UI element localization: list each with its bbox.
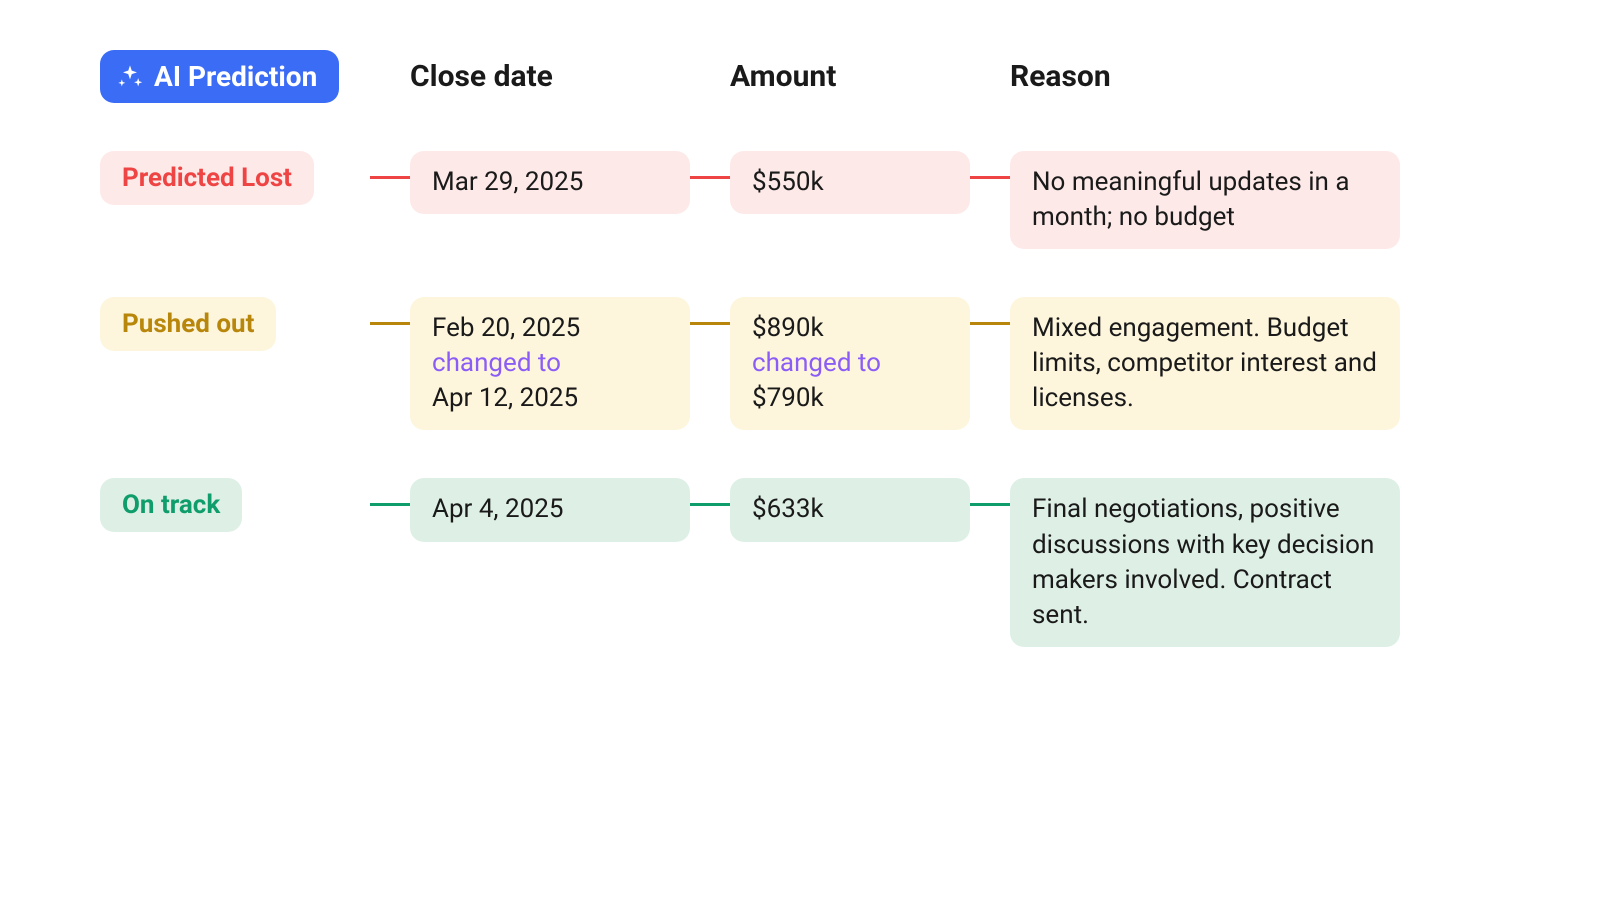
connector-line	[690, 503, 730, 506]
close-date-cell: Apr 4, 2025	[410, 478, 690, 541]
header-close-date: Close date	[410, 59, 690, 94]
sparkles-icon	[116, 63, 144, 91]
reason-cell: Mixed engagement. Budget limits, competi…	[1010, 297, 1400, 430]
header-ai-prediction: AI Prediction	[100, 50, 370, 103]
close-date-cell: Feb 20, 2025changed toApr 12, 2025	[410, 297, 690, 430]
connector-line	[690, 176, 730, 179]
amount-cell: $550k	[730, 151, 970, 214]
connector-line	[370, 176, 410, 179]
connector-line	[690, 322, 730, 325]
connector-line	[370, 503, 410, 506]
connector-line	[370, 322, 410, 325]
status-badge: Pushed out	[100, 297, 276, 351]
table-row: Predicted Lost Mar 29, 2025 $550k No meanin…	[100, 151, 1518, 249]
connector-line	[970, 503, 1010, 506]
header-reason: Reason	[1010, 59, 1400, 94]
changed-label: changed to	[432, 346, 668, 381]
status-badge: On track	[100, 478, 242, 532]
amount-cell: $633k	[730, 478, 970, 541]
header-row: AI Prediction Close date Amount Reason	[100, 50, 1518, 103]
table-row: Pushed out Feb 20, 2025changed toApr 12, …	[100, 297, 1518, 430]
amount-cell: $890kchanged to$790k	[730, 297, 970, 430]
prediction-table: AI Prediction Close date Amount Reason P…	[100, 50, 1518, 647]
close-date-cell: Mar 29, 2025	[410, 151, 690, 214]
table-row: On track Apr 4, 2025 $633k Final negotiatio…	[100, 478, 1518, 646]
reason-cell: No meaningful updates in a month; no bud…	[1010, 151, 1400, 249]
changed-label: changed to	[752, 346, 948, 381]
status-badge: Predicted Lost	[100, 151, 314, 205]
header-amount: Amount	[730, 59, 970, 94]
connector-line	[970, 322, 1010, 325]
reason-cell: Final negotiations, positive discussions…	[1010, 478, 1400, 646]
ai-prediction-badge: AI Prediction	[100, 50, 339, 103]
connector-line	[970, 176, 1010, 179]
ai-prediction-label: AI Prediction	[154, 60, 317, 93]
